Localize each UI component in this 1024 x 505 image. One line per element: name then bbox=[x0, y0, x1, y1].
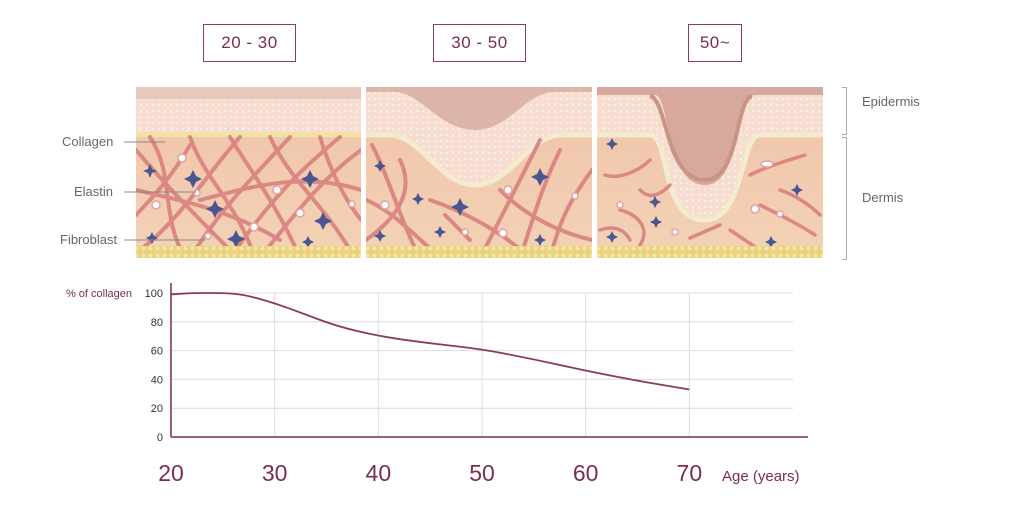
y-axis-label: % of collagen bbox=[66, 288, 132, 300]
skin-panel-20-30 bbox=[136, 87, 361, 258]
x-tick-label: 50 bbox=[469, 460, 495, 486]
age-group-label: 50~ bbox=[688, 24, 742, 62]
y-tick-label: 0 bbox=[157, 432, 163, 444]
y-tick-label: 20 bbox=[151, 403, 163, 415]
collagen-chart: 0 20 40 60 80 100 20 30 40 50 60 70 % of collagen Age… bbox=[66, 283, 808, 486]
x-tick-label: 30 bbox=[262, 460, 288, 486]
dermis-label: Dermis bbox=[862, 190, 904, 205]
age-group-label: 20 - 30 bbox=[203, 24, 296, 62]
x-tick-label: 40 bbox=[366, 460, 392, 486]
y-tick-label: 40 bbox=[151, 374, 163, 386]
y-tick-label: 60 bbox=[151, 346, 163, 358]
epidermis-bracket bbox=[842, 87, 847, 135]
skin-panel-30-50 bbox=[366, 87, 592, 258]
collagen-series-line bbox=[170, 292, 690, 391]
x-axis-label: Age (years) bbox=[722, 468, 800, 485]
fibroblast-label: Fibroblast bbox=[60, 232, 118, 247]
dermis-bracket bbox=[842, 137, 847, 260]
x-tick-label: 70 bbox=[677, 460, 703, 486]
collagen-label: Collagen bbox=[62, 134, 114, 149]
component-pointers bbox=[124, 141, 205, 241]
age-group-label: 30 - 50 bbox=[433, 24, 526, 62]
epidermis-label: Epidermis bbox=[862, 94, 920, 109]
skin-panel-50-plus bbox=[597, 87, 823, 258]
y-tick-label: 80 bbox=[151, 317, 163, 329]
elastin-label: Elastin bbox=[74, 184, 114, 199]
x-tick-label: 20 bbox=[158, 460, 184, 486]
y-tick-label: 100 bbox=[145, 288, 163, 300]
x-tick-label: 60 bbox=[573, 460, 599, 486]
